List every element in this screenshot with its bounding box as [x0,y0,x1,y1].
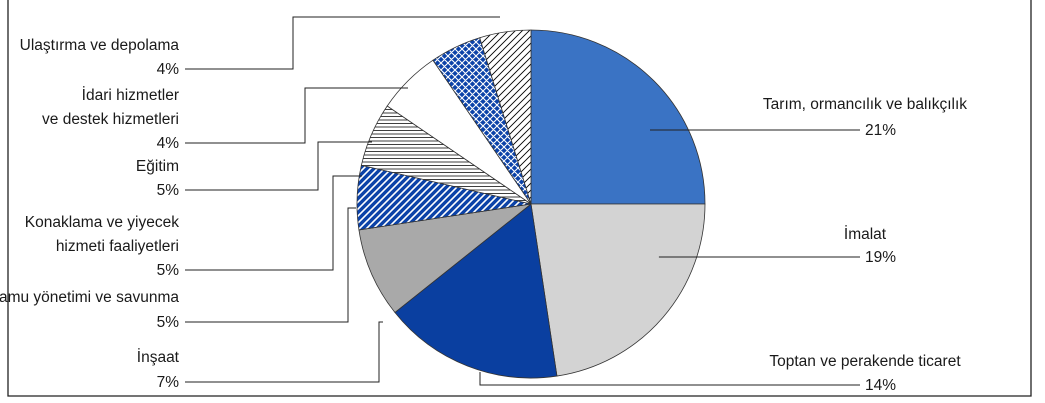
leader-line [185,175,362,271]
slice-label: ve destek hizmetleri [42,111,179,128]
slice-value-label: 14% [865,377,896,394]
slice-value-label: 19% [865,249,896,266]
pie-slice-1 [530,203,706,377]
slice-label: Eğitim [136,158,179,175]
pie-slice-8 [479,29,532,205]
leader-line [185,16,500,70]
pie-slice-3 [358,203,533,314]
leader-line [479,372,860,386]
slice-value-label: 21% [865,122,896,139]
slice-value-label: 5% [157,262,180,279]
slice-labels: Tarım, ormancılık ve balıkçılık 21% İmalat… [0,16,967,394]
slice-label: İdari hizmetler [82,86,179,104]
leader-line [185,207,356,323]
slice-value-label: 4% [157,61,180,78]
slice-value-label: 5% [157,314,180,331]
pie-slice-2 [394,203,558,379]
slice-label: İmalat [844,225,887,243]
slice-label: hizmeti faaliyetleri [56,238,179,255]
chart-frame [7,0,1032,397]
slice-label: Tarım, ormancılık ve balıkçılık [763,96,967,113]
leader-line [185,141,372,191]
slice-label: İnşaat [137,348,180,366]
pie-slice-0 [530,29,706,205]
leader-line [185,87,408,144]
slice-label: Kamu yönetimi ve savunma [0,289,179,306]
slice-label: Konaklama ve yiyecek [25,214,179,231]
slice-value-label: 7% [157,374,180,391]
slice-label: Ulaştırma ve depolama [20,37,180,54]
slice-label: Toptan ve perakende ticaret [769,353,961,370]
slice-value-label: 4% [157,135,180,152]
slice-value-label: 5% [157,182,180,199]
leader-line [185,321,383,383]
pie-slices [356,29,706,379]
